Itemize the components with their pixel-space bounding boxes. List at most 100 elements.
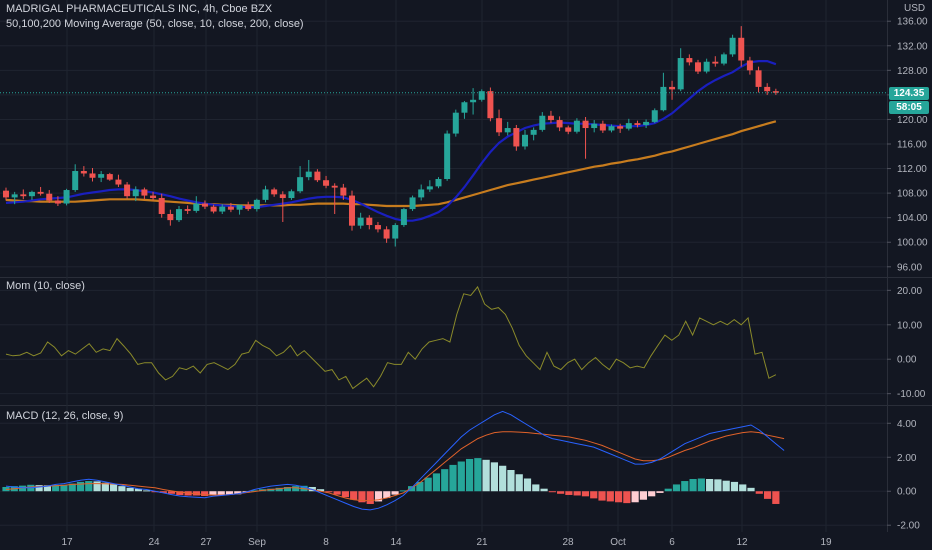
candle-body xyxy=(625,123,632,129)
histogram-bar xyxy=(515,474,523,492)
candle-body xyxy=(305,171,312,178)
histogram-bar xyxy=(76,481,85,492)
histogram-bar xyxy=(697,478,705,492)
candle-body xyxy=(20,194,27,197)
candle-body xyxy=(366,217,373,226)
histogram-bar xyxy=(664,488,672,492)
candle-body xyxy=(504,128,511,133)
histogram-bar xyxy=(672,484,681,492)
candle-body xyxy=(608,126,615,131)
x-tick-label: Oct xyxy=(610,537,626,548)
histogram-bar xyxy=(383,491,391,499)
candle-body xyxy=(712,61,719,64)
x-tick-label: Sep xyxy=(248,537,266,548)
y-tick-label: 20.00 xyxy=(897,286,922,297)
candle-body xyxy=(772,91,779,93)
ma-fast-line xyxy=(5,60,777,222)
symbol-title[interactable]: MADRIGAL PHARMACEUTICALS INC, 4h, Cboe B… xyxy=(6,3,273,15)
macd-pane[interactable] xyxy=(2,410,785,511)
histogram-bar xyxy=(68,483,76,492)
candle-body xyxy=(89,173,96,178)
histogram-bar xyxy=(350,491,358,500)
candle-body xyxy=(253,199,260,210)
candle-body xyxy=(150,195,157,199)
candle-body xyxy=(271,189,278,195)
histogram-bar xyxy=(739,484,747,492)
histogram-bar xyxy=(557,491,565,494)
candle-body xyxy=(210,206,217,212)
histogram-bar xyxy=(614,491,623,503)
histogram-bar xyxy=(755,491,763,494)
y-tick-label: 116.00 xyxy=(897,140,927,151)
mom-legend[interactable]: Mom (10, close) xyxy=(6,280,85,292)
y-tick-label: 108.00 xyxy=(897,189,928,200)
candle-body xyxy=(746,60,753,71)
x-tick-label: 28 xyxy=(562,537,574,548)
histogram-bar xyxy=(358,491,366,503)
histogram-bar xyxy=(482,459,490,492)
histogram-bar xyxy=(126,487,134,492)
candle-body xyxy=(314,171,321,181)
candle-body xyxy=(513,128,520,147)
candle-body xyxy=(496,118,503,133)
x-tick-label: 17 xyxy=(61,537,73,548)
histogram-bar xyxy=(43,485,51,492)
histogram-bar xyxy=(441,469,449,492)
macd-legend[interactable]: MACD (12, 26, close, 9) xyxy=(6,410,124,422)
histogram-bar xyxy=(465,458,474,492)
candle-body xyxy=(184,209,191,211)
histogram-bar xyxy=(333,491,341,495)
candle-body xyxy=(374,225,381,230)
histogram-bar xyxy=(747,487,755,492)
histogram-bar xyxy=(167,491,176,494)
histogram-bar xyxy=(532,484,540,492)
histogram-bar xyxy=(316,489,325,492)
histogram-bar xyxy=(623,491,631,504)
histogram-bar xyxy=(143,490,151,492)
histogram-bar xyxy=(18,485,27,492)
histogram-bar xyxy=(424,477,432,492)
candle-body xyxy=(349,195,355,226)
candle-body xyxy=(219,206,226,212)
histogram-bar xyxy=(689,479,697,492)
candle-body xyxy=(98,174,105,178)
histogram-bar xyxy=(85,481,93,492)
histogram-bar xyxy=(449,464,457,492)
candle-body xyxy=(236,204,243,210)
x-tick-label: 8 xyxy=(323,537,329,548)
candle-body xyxy=(738,37,745,61)
candle-body xyxy=(176,209,182,221)
candle-body xyxy=(106,174,113,180)
candle-body xyxy=(470,99,477,103)
candle-body xyxy=(764,86,771,92)
histogram-bar xyxy=(217,491,225,495)
candle-body xyxy=(478,91,485,100)
candle-body xyxy=(651,110,658,122)
candle-body xyxy=(547,115,554,121)
y-tick-label: 0.00 xyxy=(897,487,917,498)
candle-body xyxy=(461,102,468,113)
x-tick-label: 21 xyxy=(476,537,488,548)
histogram-bar xyxy=(391,491,399,495)
time-axis[interactable]: 17 24 27 Sep 8 14 21 28 Oct 6 12 19 xyxy=(61,537,832,548)
ma-legend[interactable]: 50,100,200 Moving Average (50, close, 10… xyxy=(6,18,304,30)
histogram-bar xyxy=(606,491,614,502)
candle-body xyxy=(660,86,667,111)
candle-body xyxy=(686,58,693,63)
histogram-bar xyxy=(225,491,234,495)
candle-body xyxy=(444,133,451,179)
histogram-bar xyxy=(275,487,283,492)
histogram-bar xyxy=(540,488,548,492)
candle-body xyxy=(37,191,44,194)
candle-body xyxy=(582,120,589,129)
candle-body xyxy=(124,184,131,197)
candle-body xyxy=(167,213,174,221)
histogram-bar xyxy=(250,490,258,492)
histogram-bar xyxy=(134,488,143,492)
candle-body xyxy=(556,120,563,128)
histogram-bar xyxy=(772,491,780,504)
momentum-pane[interactable] xyxy=(5,285,777,390)
price-pane[interactable] xyxy=(0,26,887,247)
histogram-bar xyxy=(590,491,598,499)
